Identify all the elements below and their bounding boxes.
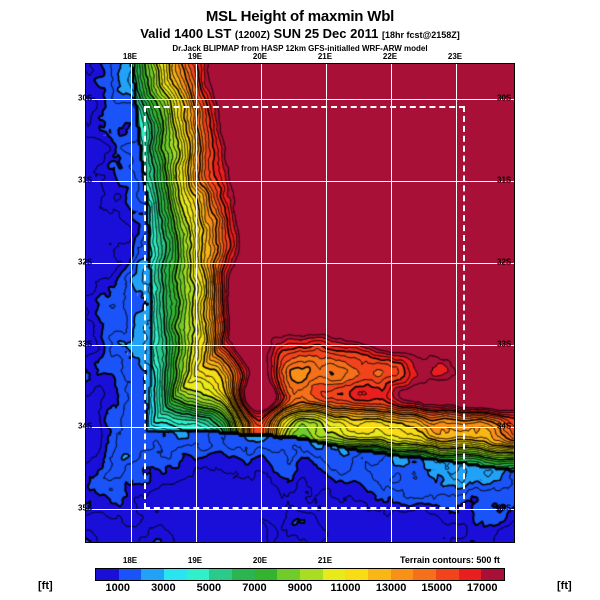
lon-label-top: 19E xyxy=(187,52,203,61)
colorbar[interactable]: [ft] [ft] 1000 3000 5000 7000 9000 11000 13000… xyxy=(0,568,600,598)
colorbar-segment xyxy=(322,569,346,580)
colorbar-segment xyxy=(141,569,165,580)
colorbar-tick-label: 7000 xyxy=(242,582,267,594)
colorbar-tick-label: 3000 xyxy=(151,582,176,594)
lat-label-right: 30S xyxy=(497,93,512,103)
valid-time-line: Valid 1400 LST (1200Z) SUN 25 Dec 2011 [… xyxy=(0,26,600,43)
meridian-line xyxy=(390,64,393,542)
lat-label-left: 34S xyxy=(78,421,93,431)
lon-label-top: 20E xyxy=(252,52,268,61)
meridian-line xyxy=(261,64,263,542)
colorbar-segment xyxy=(254,569,278,580)
colorbar-segment xyxy=(345,569,369,580)
model-source: Dr.Jack BLIPMAP from HASP 12km GFS-initi… xyxy=(172,44,428,53)
lat-label-right: 31S xyxy=(497,175,512,185)
lon-label-bottom: 19E xyxy=(187,556,203,565)
lat-label-right: 34S xyxy=(497,421,512,431)
colorbar-segment xyxy=(300,569,323,580)
colorbar-tick-label: 5000 xyxy=(196,582,222,594)
lat-label-left: 35S xyxy=(78,503,93,513)
colorbar-segment xyxy=(458,569,482,580)
parallel-line xyxy=(86,180,514,183)
colorbar-segment xyxy=(232,569,255,580)
map-panel[interactable] xyxy=(85,63,515,543)
colorbar-tick-label: 17000 xyxy=(466,582,498,594)
colorbar-segment xyxy=(413,569,437,580)
colorbar-segment xyxy=(96,569,119,580)
lat-label-right: 32S xyxy=(497,257,512,267)
page-title: MSL Height of maxmin Wbl xyxy=(205,8,395,25)
parallel-line xyxy=(86,427,514,429)
colorbar-segment xyxy=(118,569,142,580)
colorbar-tick-label: 15000 xyxy=(421,582,452,594)
lat-label-left: 33S xyxy=(78,339,93,349)
colorbar-tick-label: 9000 xyxy=(287,582,313,594)
parallel-line xyxy=(86,344,514,347)
lat-label-left: 30S xyxy=(78,93,93,103)
lon-label-top: 21E xyxy=(317,52,333,61)
meridian-line xyxy=(195,64,198,542)
colorbar-segment xyxy=(209,569,233,580)
lon-label-top: 22E xyxy=(382,52,398,61)
colorbar-unit-left: [ft] xyxy=(38,580,53,592)
lon-label-top: 23E xyxy=(447,52,463,61)
lat-label-right: 33S xyxy=(497,339,512,349)
parallel-line xyxy=(86,263,514,265)
colorbar-segment xyxy=(368,569,391,580)
meridian-line xyxy=(325,64,328,542)
colorbar-unit-right: [ft] xyxy=(557,580,572,592)
colorbar-scale[interactable] xyxy=(95,568,505,581)
meridian-line xyxy=(131,64,133,542)
lat-label-right: 35S xyxy=(497,503,512,513)
chart-header: MSL Height of maxmin Wbl Valid 1400 LST … xyxy=(0,0,600,54)
colorbar-tick-label: 13000 xyxy=(375,582,407,594)
colorbar-segment xyxy=(390,569,414,580)
colorbar-tick-label: 1000 xyxy=(105,582,131,594)
lat-label-left: 32S xyxy=(78,257,93,267)
meridian-line xyxy=(456,64,458,542)
valid-time-zulu: (1200Z) xyxy=(234,30,270,41)
colorbar-tick-label: 11000 xyxy=(330,582,361,594)
colorbar-segment xyxy=(481,569,505,580)
lon-label-bottom: 18E xyxy=(122,556,138,565)
weather-field xyxy=(86,64,514,542)
field-canvas xyxy=(86,64,514,542)
colorbar-segment xyxy=(436,569,459,580)
lon-label-bottom: 21E xyxy=(317,556,333,565)
colorbar-segment xyxy=(164,569,187,580)
lon-label-bottom: 20E xyxy=(252,556,268,565)
terrain-contour-note: Terrain contours: 500 ft xyxy=(400,555,500,565)
colorbar-segment xyxy=(277,569,301,580)
valid-time: Valid 1400 LST xyxy=(140,26,232,41)
valid-date: SUN 25 Dec 2011 xyxy=(273,26,379,41)
parallel-line xyxy=(86,98,514,101)
forecast-tag: [18hr fcst@2158Z] xyxy=(381,30,460,40)
lat-label-left: 31S xyxy=(78,175,93,185)
colorbar-segment xyxy=(186,569,210,580)
lon-label-top: 18E xyxy=(122,52,138,61)
parallel-line xyxy=(86,509,514,511)
